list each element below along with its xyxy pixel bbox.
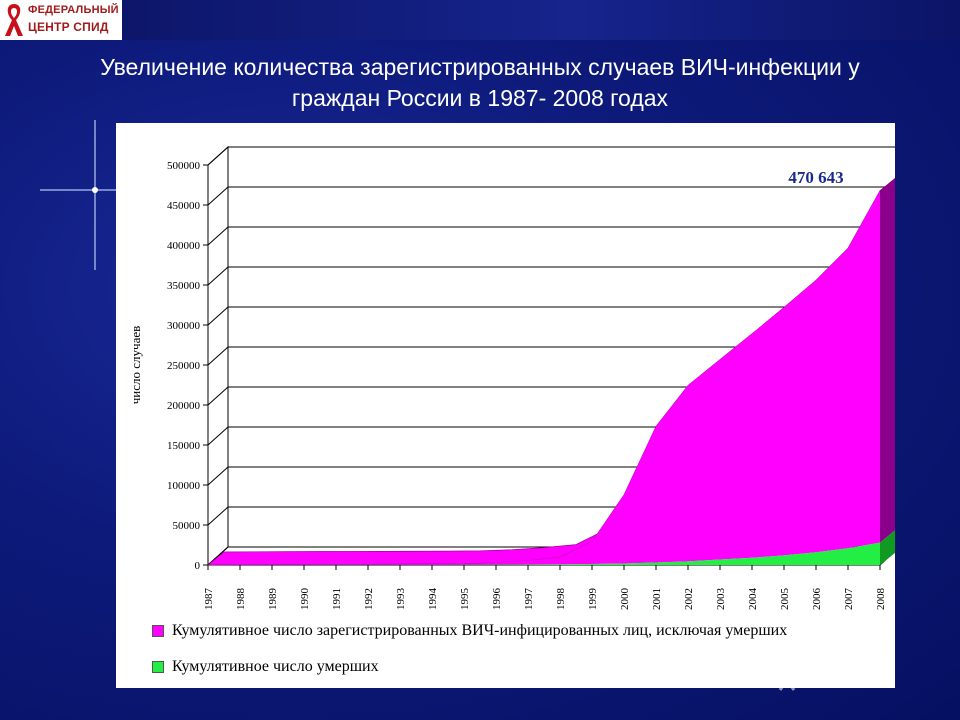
- x-tick-label: 1996: [491, 588, 503, 611]
- x-tick-label: 1987: [203, 588, 215, 611]
- y-tick-label: 350000: [167, 280, 201, 292]
- y-tick-label: 150000: [167, 440, 201, 452]
- gridline-side: [207, 426, 229, 446]
- watermark: Shared: [770, 656, 950, 696]
- y-tick-label: 450000: [167, 200, 201, 212]
- red-ribbon-icon: [5, 4, 23, 36]
- gridline-side: [207, 466, 229, 486]
- chart-legend: Кумулятивное число зарегистрированных ВИ…: [152, 618, 882, 688]
- x-tick-label: 1995: [459, 588, 471, 611]
- x-tick-label: 2006: [811, 588, 823, 611]
- gridline-side: [207, 186, 229, 206]
- x-tick-label: 2005: [779, 588, 791, 611]
- x-tick-label: 1997: [523, 588, 535, 611]
- legend-item-deceased: Кумулятивное число умерших: [152, 656, 379, 678]
- logo-line1: ФЕДЕРАЛЬНЫЙ: [28, 4, 119, 16]
- watermark-text: Shared: [810, 658, 894, 688]
- x-tick-label: 2008: [875, 588, 887, 611]
- x-tick-label: 2000: [619, 588, 631, 611]
- gridline-side: [207, 346, 229, 366]
- annotation-total: 470 643: [788, 168, 843, 187]
- series-deceased-side: [880, 530, 895, 565]
- legend-label-registered: Кумулятивное число зарегистрированных ВИ…: [172, 622, 788, 639]
- y-tick-label: 500000: [167, 160, 201, 172]
- legend-label-deceased: Кумулятивное число умерших: [172, 658, 379, 675]
- y-axis-label: число случаев: [128, 326, 143, 404]
- x-tick-label: 1991: [331, 588, 343, 610]
- legend-item-registered: Кумулятивное число зарегистрированных ВИ…: [152, 620, 787, 642]
- x-tick-label: 1989: [267, 588, 279, 611]
- y-tick-label: 50000: [173, 520, 201, 532]
- y-tick-label: 300000: [167, 320, 201, 332]
- y-tick-label: 200000: [167, 400, 201, 412]
- y-tick-label: 250000: [167, 360, 201, 372]
- x-tick-label: 2007: [843, 588, 855, 611]
- slide-title-line2: граждан России в 1987- 2008 годах: [291, 85, 669, 111]
- gridline-side: [207, 226, 229, 246]
- x-tick-label: 1988: [235, 588, 247, 611]
- slide-title: Увеличение количества зарегистрированных…: [40, 52, 920, 114]
- chart: 0 50000 100000 150000 200000 250000 300000 3500…: [128, 145, 895, 611]
- x-tick-label: 1998: [555, 588, 567, 611]
- gridline-side: [207, 386, 229, 406]
- x-tick-label: 1999: [587, 588, 599, 611]
- x-tick-label: 2002: [683, 588, 695, 610]
- legend-swatch-green: [152, 661, 164, 673]
- x-tick-label: 2003: [715, 588, 727, 611]
- series-registered-top-face: [207, 178, 895, 566]
- gridline-side: [207, 146, 229, 166]
- slide-title-line1: Увеличение количества зарегистрированных…: [100, 54, 860, 80]
- x-tick-label: 2001: [651, 588, 663, 610]
- series-registered-area: [208, 190, 880, 565]
- logo-line2: ЦЕНТР СПИД: [28, 20, 109, 34]
- presentation-icon: [771, 660, 803, 691]
- gridline-side: [207, 506, 229, 526]
- gridline-side: [207, 266, 229, 286]
- x-tick-label: 1992: [363, 588, 375, 610]
- series-registered-side: [880, 178, 895, 543]
- series-deceased-area: [208, 542, 880, 565]
- y-tick-label: 100000: [167, 480, 201, 492]
- x-tick-label: 1993: [395, 588, 407, 611]
- legend-swatch-magenta: [152, 625, 164, 637]
- top-band: [0, 0, 960, 40]
- y-tick-label: 400000: [167, 240, 201, 252]
- x-tick-label: 1990: [299, 588, 311, 611]
- x-tick-label: 1994: [427, 588, 439, 611]
- federal-aids-center-logo: ФЕДЕРАЛЬНЫЙ ЦЕНТР СПИД: [0, 0, 122, 40]
- x-tick-label: 2004: [747, 588, 759, 611]
- y-tick-label: 0: [195, 560, 201, 572]
- gridline-side: [207, 306, 229, 326]
